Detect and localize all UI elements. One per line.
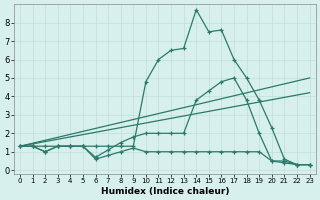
X-axis label: Humidex (Indice chaleur): Humidex (Indice chaleur) (100, 187, 229, 196)
